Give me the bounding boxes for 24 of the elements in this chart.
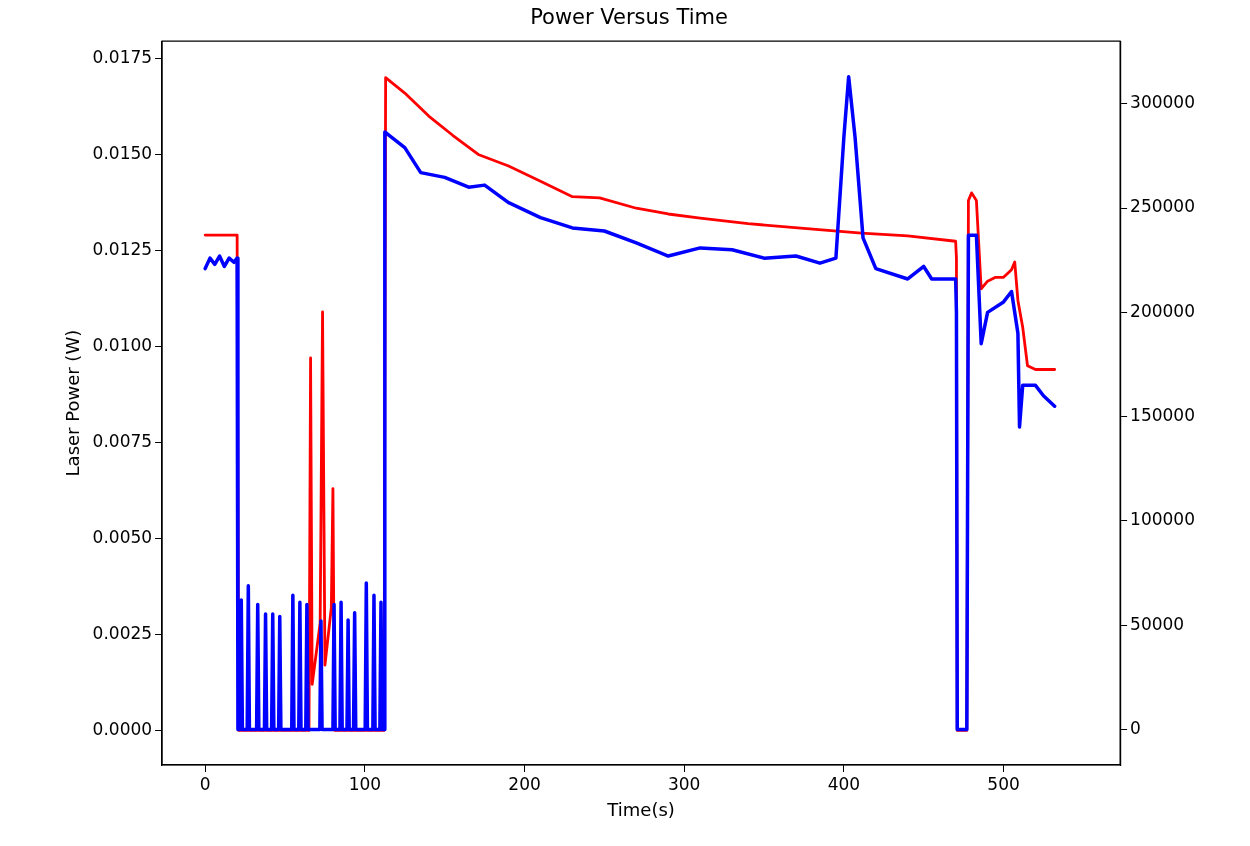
- x-tick-label: 100: [348, 773, 382, 794]
- y2-tick-label: 50000: [1130, 613, 1185, 634]
- x-tick-label: 500: [987, 773, 1020, 794]
- y2-tick-label: 150000: [1130, 405, 1196, 426]
- x-tick-label: 400: [827, 773, 861, 794]
- y2-tick-label: 250000: [1130, 196, 1196, 217]
- y2-tick-label: 300000: [1130, 92, 1196, 113]
- x-tick-label: 0: [199, 773, 211, 794]
- y-tick-label: 0.0025: [92, 622, 153, 643]
- y-tick-label: 0.0150: [92, 142, 153, 163]
- x-tick-label: 300: [667, 773, 701, 794]
- y-tick-label: 0.0100: [92, 334, 153, 355]
- y-tick-label: 0.0075: [92, 430, 153, 451]
- y-tick-label: 0.0000: [92, 718, 153, 739]
- x-tick-label: 200: [508, 773, 541, 794]
- y2-tick-label: 100000: [1130, 509, 1196, 530]
- y-tick-label: 0.0125: [92, 238, 153, 259]
- x-axis-title: Time(s): [606, 798, 675, 820]
- y-axis-title: Laser Power (W): [62, 329, 84, 477]
- y-tick-label: 0.0050: [92, 526, 153, 547]
- y2-tick-label: 200000: [1130, 300, 1196, 321]
- y-tick-label: 0.0175: [92, 46, 153, 67]
- chart-title: Power Versus Time: [530, 5, 728, 30]
- y2-tick-label: 0: [1130, 717, 1141, 738]
